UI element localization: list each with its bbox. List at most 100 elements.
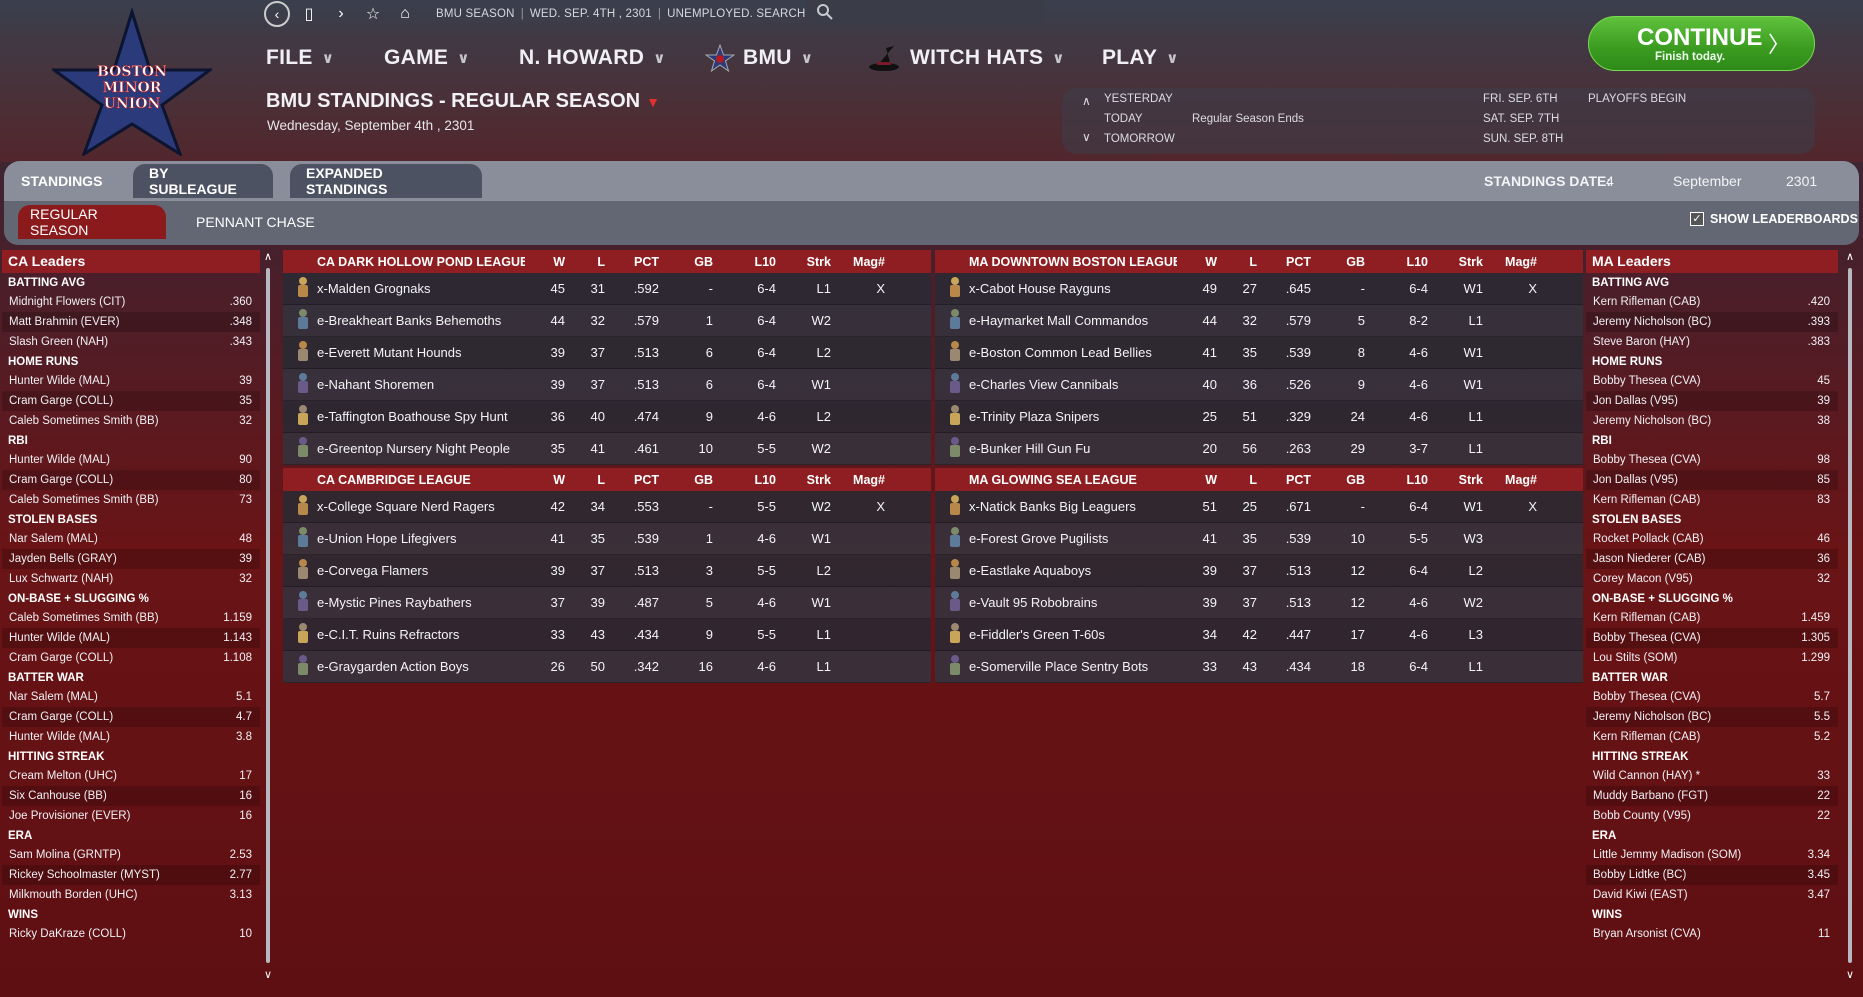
column-header-games-back[interactable]: GB — [694, 472, 713, 487]
team-name[interactable]: x-Malden Grognaks — [317, 281, 431, 296]
team-name[interactable]: e-Forest Grove Pugilists — [969, 531, 1109, 546]
leader-player[interactable]: Ricky DaKraze (COLL) — [9, 928, 126, 940]
column-header-wins[interactable]: W — [1205, 472, 1217, 487]
leader-row[interactable]: Matt Brahmin (EVER) .348 — [2, 312, 260, 332]
leader-row[interactable]: Bobby Thesea (CVA) 45 — [1586, 371, 1838, 391]
team-row[interactable]: e-Vault 95 Robobrains 39 37 .513 12 4-6 W2 — [935, 587, 1583, 619]
team-row[interactable]: e-Graygarden Action Boys 26 50 .342 16 4-6 L1 — [283, 651, 931, 683]
leader-player[interactable]: Jon Dallas (V95) — [1593, 395, 1679, 407]
leader-player[interactable]: Wild Cannon (HAY) * — [1593, 770, 1701, 782]
leader-row[interactable]: Joe Provisioner (EVER) 16 — [2, 806, 260, 826]
leader-player[interactable]: Caleb Sometimes Smith (BB) — [9, 494, 159, 506]
leader-row[interactable]: Hunter Wilde (MAL) 3.8 — [2, 727, 260, 747]
team-name[interactable]: e-Eastlake Aquaboys — [969, 563, 1092, 578]
leader-player[interactable]: Milkmouth Borden (UHC) — [9, 889, 138, 901]
leader-player[interactable]: Slash Green (NAH) — [9, 336, 109, 348]
team-name[interactable]: e-Union Hope Lifegivers — [317, 531, 457, 546]
search-input[interactable] — [806, 0, 1044, 25]
leader-row[interactable]: Caleb Sometimes Smith (BB) 32 — [2, 411, 260, 431]
leader-player[interactable]: Cram Garge (COLL) — [9, 652, 114, 664]
team-name[interactable]: e-Breakheart Banks Behemoths — [317, 313, 502, 328]
column-header-games-back[interactable]: GB — [1346, 254, 1365, 269]
leader-player[interactable]: David Kiwi (EAST) — [1593, 889, 1688, 901]
column-header-losses[interactable]: L — [1249, 254, 1257, 269]
scroll-up-icon[interactable]: ∧ — [1845, 251, 1855, 263]
team-row[interactable]: e-Breakheart Banks Behemoths 44 32 .579 1 6-4… — [283, 305, 931, 337]
continue-button[interactable]: CONTINUE Finish today. 〉 — [1588, 16, 1815, 71]
leader-player[interactable]: Bobby Thesea (CVA) — [1593, 454, 1701, 466]
leader-row[interactable]: Milkmouth Borden (UHC) 3.13 — [2, 885, 260, 905]
menu-manager[interactable]: N. HOWARD ∨ — [519, 46, 666, 69]
cal-tomorrow[interactable]: TOMORROW — [1104, 133, 1175, 145]
leader-player[interactable]: Kern Rifleman (CAB) — [1593, 731, 1701, 743]
cal-today[interactable]: TODAY — [1104, 113, 1143, 125]
leader-row[interactable]: Little Jemmy Madison (SOM) 3.34 — [1586, 845, 1838, 865]
column-header-wins[interactable]: W — [553, 254, 565, 269]
leader-row[interactable]: Sam Molina (GRNTP) 2.53 — [2, 845, 260, 865]
leader-row[interactable]: David Kiwi (EAST) 3.47 — [1586, 885, 1838, 905]
column-header-magic-number[interactable]: Mag# — [1505, 254, 1537, 269]
leader-player[interactable]: Hunter Wilde (MAL) — [9, 375, 110, 387]
leader-player[interactable]: Caleb Sometimes Smith (BB) — [9, 612, 159, 624]
column-header-pct[interactable]: PCT — [1286, 254, 1311, 269]
leader-row[interactable]: Jayden Bells (GRAY) 39 — [2, 549, 260, 569]
column-header-losses[interactable]: L — [597, 472, 605, 487]
team-row[interactable]: e-Haymarket Mall Commandos 44 32 .579 5 8-2 L1 — [935, 305, 1583, 337]
team-name[interactable]: e-Charles View Cannibals — [969, 377, 1119, 392]
ca-leaders-scrollbar[interactable]: ∧ ∨ — [263, 250, 273, 990]
leader-row[interactable]: Lux Schwartz (NAH) 32 — [2, 569, 260, 589]
leader-row[interactable]: Rickey Schoolmaster (MYST) 2.77 — [2, 865, 260, 885]
team-name[interactable]: e-Haymarket Mall Commandos — [969, 313, 1149, 328]
column-header-losses[interactable]: L — [1249, 472, 1257, 487]
star-icon[interactable]: ☆ — [365, 5, 381, 23]
leader-player[interactable]: Bobby Thesea (CVA) — [1593, 691, 1701, 703]
team-name[interactable]: e-Vault 95 Robobrains — [969, 595, 1098, 610]
column-header-streak[interactable]: Strk — [806, 254, 831, 269]
team-row[interactable]: e-Nahant Shoremen 39 37 .513 6 6-4 W1 — [283, 369, 931, 401]
leader-row[interactable]: Cram Garge (COLL) 80 — [2, 470, 260, 490]
leader-player[interactable]: Bryan Arsonist (CVA) — [1593, 928, 1701, 940]
leader-player[interactable]: Lux Schwartz (NAH) — [9, 573, 114, 585]
column-header-games-back[interactable]: GB — [694, 254, 713, 269]
leader-player[interactable]: Rocket Pollack (CAB) — [1593, 533, 1704, 545]
menu-game[interactable]: GAME ∨ — [384, 46, 470, 69]
leader-player[interactable]: Sam Molina (GRNTP) — [9, 849, 121, 861]
leader-row[interactable]: Cream Melton (UHC) 17 — [2, 766, 260, 786]
leader-player[interactable]: Midnight Flowers (CIT) — [9, 296, 126, 308]
leader-player[interactable]: Bobby Lidtke (BC) — [1593, 869, 1687, 881]
tab-expanded-standings[interactable]: EXPANDED STANDINGS — [290, 164, 482, 198]
team-row[interactable]: e-Trinity Plaza Snipers 25 51 .329 24 4-6 L1 — [935, 401, 1583, 433]
season-label[interactable]: BMU SEASON — [436, 7, 515, 20]
leader-row[interactable]: Jeremy Nicholson (BC) .393 — [1586, 312, 1838, 332]
menu-league[interactable]: BMU ∨ — [705, 44, 868, 72]
team-name[interactable]: e-Boston Common Lead Bellies — [969, 345, 1152, 360]
team-row[interactable]: e-Fiddler's Green T-60s 34 42 .447 17 4-6 L3 — [935, 619, 1583, 651]
column-header-streak[interactable]: Strk — [1458, 472, 1483, 487]
team-name[interactable]: e-Bunker Hill Gun Fu — [969, 441, 1091, 456]
team-name[interactable]: x-Cabot House Rayguns — [969, 281, 1111, 296]
team-row[interactable]: e-Corvega Flamers 39 37 .513 3 5-5 L2 — [283, 555, 931, 587]
leader-row[interactable]: Jon Dallas (V95) 39 — [1586, 391, 1838, 411]
column-header-streak[interactable]: Strk — [806, 472, 831, 487]
league-name[interactable]: MA GLOWING SEA LEAGUE — [969, 472, 1137, 487]
leader-player[interactable]: Jeremy Nicholson (BC) — [1593, 316, 1712, 328]
leader-row[interactable]: Six Canhouse (BB) 16 — [2, 786, 260, 806]
leader-player[interactable]: Corey Macon (V95) — [1593, 573, 1693, 585]
team-row[interactable]: e-Eastlake Aquaboys 39 37 .513 12 6-4 L2 — [935, 555, 1583, 587]
league-name[interactable]: CA CAMBRIDGE LEAGUE — [317, 472, 471, 487]
team-row[interactable]: x-College Square Nerd Ragers 42 34 .553 - 5-5… — [283, 491, 931, 523]
home-icon[interactable]: ⌂ — [400, 4, 410, 22]
leader-row[interactable]: Bobby Thesea (CVA) 1.305 — [1586, 628, 1838, 648]
menu-team[interactable]: WITCH HATS ∨ — [868, 44, 1102, 72]
ma-leaders-scrollbar[interactable]: ∧ ∨ — [1845, 250, 1855, 990]
team-name[interactable]: e-Graygarden Action Boys — [317, 659, 469, 674]
column-header-pct[interactable]: PCT — [634, 472, 659, 487]
leader-player[interactable]: Kern Rifleman (CAB) — [1593, 612, 1701, 624]
team-row[interactable]: e-Charles View Cannibals 40 36 .526 9 4-6 W1 — [935, 369, 1583, 401]
leader-player[interactable]: Jayden Bells (GRAY) — [9, 553, 117, 565]
team-name[interactable]: e-Nahant Shoremen — [317, 377, 435, 392]
leader-row[interactable]: Jeremy Nicholson (BC) 38 — [1586, 411, 1838, 431]
team-row[interactable]: e-Boston Common Lead Bellies 41 35 .539 8 4-6… — [935, 337, 1583, 369]
leader-row[interactable]: Jason Niederer (CAB) 36 — [1586, 549, 1838, 569]
leader-row[interactable]: Bryan Arsonist (CVA) 11 — [1586, 924, 1838, 944]
